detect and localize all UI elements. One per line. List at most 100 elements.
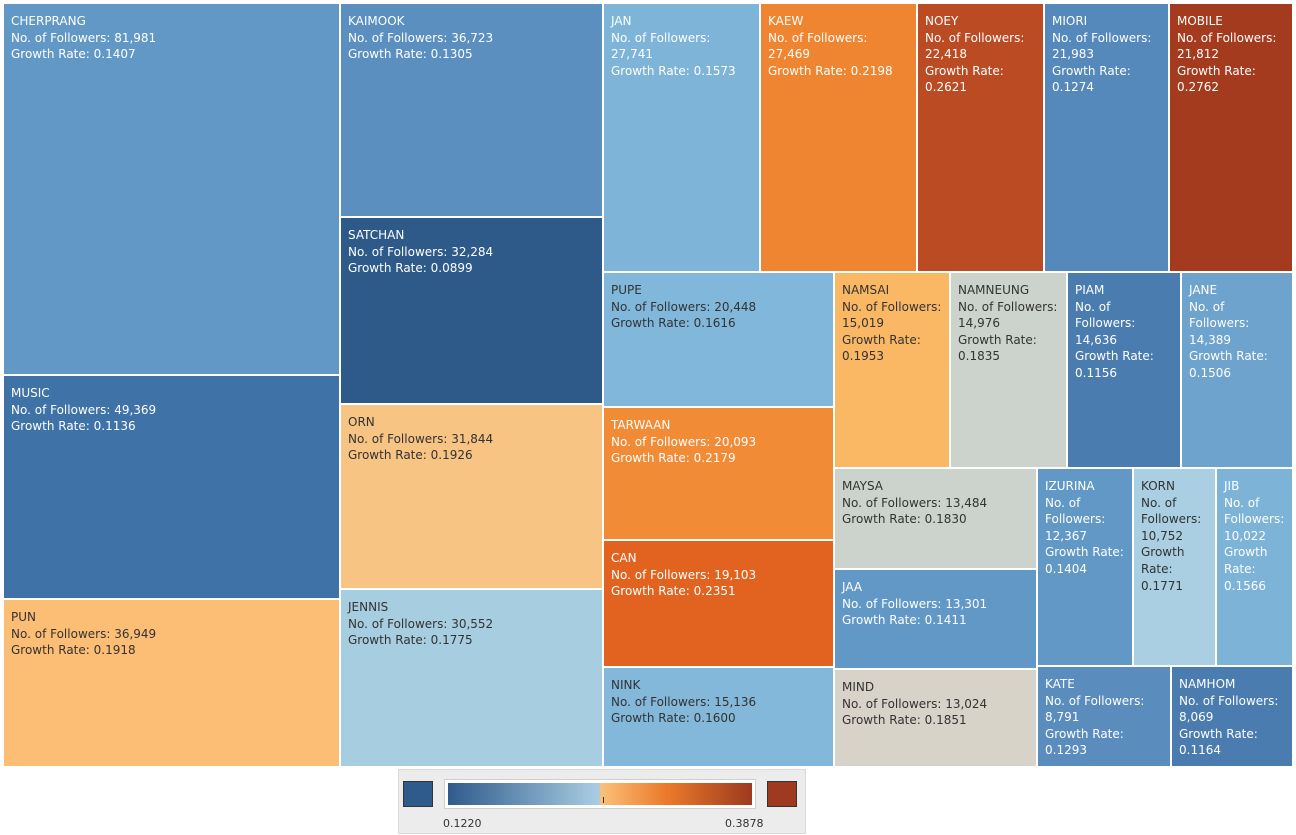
tile-followers: No. of Followers: 49,369 [11, 402, 333, 419]
tile-growth-label: Growth Rate: [925, 63, 1004, 78]
tile-growth: Growth Rate: 0.1293 [1045, 726, 1164, 759]
tile-growth: Growth Rate: 0.1851 [842, 712, 1030, 729]
treemap-tile-kaimook[interactable]: KAIMOOK No. of Followers: 36,723 Growth Ra… [340, 3, 603, 217]
tile-growth: Growth Rate: 0.2179 [611, 450, 827, 467]
treemap-tile-pupe[interactable]: PUPE No. of Followers: 20,448 Growth Rate:… [603, 272, 834, 407]
tile-growth-value: 0.1411 [924, 613, 967, 628]
tile-followers-value: 20,093 [714, 434, 757, 449]
tile-followers-value: 8,069 [1179, 710, 1214, 725]
tile-followers-label: No. of Followers: [611, 434, 715, 449]
tile-growth-label: Growth Rate: [1177, 63, 1256, 78]
tile-growth-value: 0.1407 [93, 47, 136, 62]
tile-followers: No. of Followers: 21,983 [1052, 30, 1162, 63]
tile-followers-label: No. of Followers: [611, 694, 715, 709]
tile-followers-value: 13,301 [945, 596, 988, 611]
treemap-tile-jaa[interactable]: JAA No. of Followers: 13,301 Growth Rate: … [834, 569, 1037, 669]
tile-followers-value: 13,024 [945, 696, 988, 711]
treemap-tile-pun[interactable]: PUN No. of Followers: 36,949 Growth Rate: … [3, 599, 340, 767]
treemap-tile-kaew[interactable]: KAEW No. of Followers: 27,469 Growth Rate:… [760, 3, 917, 272]
tile-name: KAEW [768, 14, 804, 28]
tile-followers: No. of Followers: 10,752 [1141, 495, 1209, 545]
tile-growth-value: 0.1918 [93, 643, 136, 658]
tile-followers-label: No. of Followers: [1141, 495, 1202, 527]
treemap-tile-orn[interactable]: ORN No. of Followers: 31,844 Growth Rate: … [340, 404, 603, 589]
treemap-tile-can[interactable]: CAN No. of Followers: 19,103 Growth Rate: … [603, 540, 834, 667]
treemap-tile-miori[interactable]: MIORI No. of Followers: 21,983 Growth Rate… [1044, 3, 1169, 272]
tile-followers: No. of Followers: 27,741 [611, 30, 753, 63]
tile-growth-label: Growth Rate: [11, 419, 94, 434]
tile-growth-value: 0.1274 [1052, 80, 1094, 95]
tile-name: JAN [611, 14, 632, 28]
tile-followers-value: 30,552 [451, 616, 494, 631]
legend-high-swatch [767, 781, 797, 807]
tile-growth-value: 0.1775 [430, 633, 473, 648]
tile-followers: No. of Followers: 27,469 [768, 30, 910, 63]
tile-growth: Growth Rate: 0.1407 [11, 46, 333, 63]
tile-followers-value: 10,022 [1224, 528, 1266, 543]
treemap-tile-tarwaan[interactable]: TARWAAN No. of Followers: 20,093 Growth Ra… [603, 407, 834, 540]
tile-growth-label: Growth Rate: [1075, 349, 1154, 364]
tile-name: NAMSAI [842, 283, 890, 297]
tile-followers: No. of Followers: 36,723 [348, 30, 596, 47]
treemap-tile-nink[interactable]: NINK No. of Followers: 15,136 Growth Rate:… [603, 667, 834, 767]
tile-followers-label: No. of Followers: [348, 244, 452, 259]
tile-name: MUSIC [11, 386, 50, 400]
tile-followers-label: No. of Followers: [11, 402, 115, 417]
tile-followers-label: No. of Followers: [1075, 299, 1136, 331]
treemap-tile-satchan[interactable]: SATCHAN No. of Followers: 32,284 Growth Ra… [340, 217, 603, 404]
treemap-tile-izurina[interactable]: IZURINA No. of Followers: 12,367 Growth Ra… [1037, 468, 1133, 666]
tile-growth: Growth Rate: 0.1136 [11, 418, 333, 435]
treemap-tile-maysa[interactable]: MAYSA No. of Followers: 13,484 Growth Rate… [834, 468, 1037, 569]
treemap-tile-kate[interactable]: KATE No. of Followers: 8,791 Growth Rate: … [1037, 666, 1171, 767]
treemap-tile-jennis[interactable]: JENNIS No. of Followers: 30,552 Growth Rat… [340, 589, 603, 767]
treemap-tile-noey[interactable]: NOEY No. of Followers: 22,418 Growth Rate:… [917, 3, 1044, 272]
treemap-tile-mobile[interactable]: MOBILE No. of Followers: 21,812 Growth Rat… [1169, 3, 1293, 272]
tile-growth-value: 0.1926 [430, 448, 473, 463]
legend-min-label: 0.1220 [443, 817, 482, 830]
tile-followers: No. of Followers: 14,389 [1189, 299, 1286, 349]
tile-growth-label: Growth Rate: [348, 261, 431, 276]
treemap-tile-mind[interactable]: MIND No. of Followers: 13,024 Growth Rate:… [834, 669, 1037, 767]
legend-low-swatch [403, 781, 433, 807]
treemap-tile-piam[interactable]: PIAM No. of Followers: 14,636 Growth Rate:… [1067, 272, 1181, 468]
tile-growth-value: 0.1573 [693, 63, 736, 78]
tile-growth-label: Growth Rate: [1179, 726, 1258, 741]
tile-growth: Growth Rate: 0.2198 [768, 63, 910, 80]
tile-growth-label: Growth Rate: [611, 711, 694, 726]
tile-followers: No. of Followers: 12,367 [1045, 495, 1126, 545]
treemap-tile-namneung[interactable]: NAMNEUNG No. of Followers: 14,976 Growth R… [950, 272, 1067, 468]
treemap-tile-jane[interactable]: JANE No. of Followers: 14,389 Growth Rate:… [1181, 272, 1293, 468]
tile-growth: Growth Rate: 0.1835 [958, 332, 1060, 365]
legend-gradient-frame [444, 779, 756, 809]
tile-growth-label: Growth Rate: [1052, 63, 1131, 78]
tile-followers: No. of Followers: 8,069 [1179, 693, 1286, 726]
treemap-tile-jib[interactable]: JIB No. of Followers: 10,022 Growth Rate: … [1216, 468, 1293, 666]
tile-growth-label: Growth Rate: [842, 512, 925, 527]
tile-growth-label: Growth Rate: [842, 613, 925, 628]
tile-growth-label: Growth Rate: [611, 63, 694, 78]
treemap-tile-jan[interactable]: JAN No. of Followers: 27,741 Growth Rate: … [603, 3, 760, 272]
tile-followers: No. of Followers: 20,093 [611, 434, 827, 451]
tile-name: KAIMOOK [348, 14, 405, 28]
tile-growth: Growth Rate: 0.1771 [1141, 544, 1209, 594]
treemap-tile-namsai[interactable]: NAMSAI No. of Followers: 15,019 Growth Rat… [834, 272, 950, 468]
tile-growth-value: 0.2762 [1177, 80, 1219, 95]
treemap-tile-music[interactable]: MUSIC No. of Followers: 49,369 Growth Rate… [3, 375, 340, 599]
tile-growth-value: 0.1293 [1045, 743, 1087, 758]
treemap-tile-namhom[interactable]: NAMHOM No. of Followers: 8,069 Growth Rate… [1171, 666, 1293, 767]
tile-followers-value: 19,103 [714, 567, 757, 582]
tile-followers-label: No. of Followers: [11, 30, 115, 45]
tile-name: JIB [1224, 479, 1240, 493]
tile-followers-value: 32,284 [451, 244, 494, 259]
tile-followers-value: 81,981 [114, 30, 157, 45]
tile-growth: Growth Rate: 0.0899 [348, 260, 596, 277]
treemap-tile-korn[interactable]: KORN No. of Followers: 10,752 Growth Rate:… [1133, 468, 1216, 666]
tile-name: TARWAAN [611, 418, 671, 432]
tile-growth: Growth Rate: 0.1926 [348, 447, 596, 464]
treemap-tile-cherprang[interactable]: CHERPRANG No. of Followers: 81,981 Growth … [3, 3, 340, 375]
color-legend: 0.1220 0.3878 [398, 769, 806, 834]
tile-growth: Growth Rate: 0.2762 [1177, 63, 1286, 96]
tile-growth: Growth Rate: 0.1953 [842, 332, 943, 365]
tile-name: JENNIS [348, 600, 389, 614]
